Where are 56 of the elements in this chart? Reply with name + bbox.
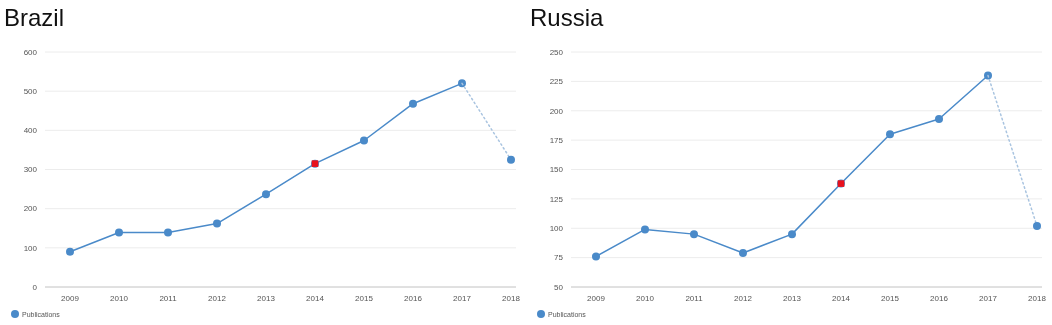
- x-tick-label: 2011: [159, 294, 178, 303]
- y-tick-label: 0: [32, 282, 38, 292]
- x-tick-label: 2017: [979, 294, 998, 303]
- y-tick-label: 200: [23, 204, 38, 214]
- x-tick-label: 2010: [110, 294, 129, 303]
- point: [1033, 221, 1041, 230]
- y-tick-label: 75: [554, 253, 564, 263]
- point: [409, 99, 417, 108]
- x-tick-label: 2013: [257, 294, 276, 303]
- point: [262, 190, 270, 199]
- point: [164, 228, 172, 237]
- point: [984, 71, 992, 80]
- x-tick-label: 2015: [355, 294, 374, 303]
- y-tick-label: 200: [549, 106, 564, 116]
- x-tick-label: 2016: [930, 294, 949, 303]
- point: [458, 79, 466, 88]
- x-tick-label: 2017: [453, 294, 472, 303]
- x-tick-label: 2014: [832, 294, 851, 303]
- y-tick-label: 300: [23, 165, 38, 175]
- point: [115, 228, 123, 237]
- x-tick-label: 2018: [1028, 294, 1047, 303]
- y-tick-label: 50: [554, 282, 564, 292]
- y-tick-label: 500: [23, 86, 38, 96]
- y-tick-label: 225: [549, 77, 564, 87]
- x-tick-label: 2011: [685, 294, 704, 303]
- point: [360, 136, 368, 145]
- y-tick-label: 100: [549, 224, 564, 234]
- x-tick-label: 2014: [306, 294, 325, 303]
- x-tick-label: 2018: [502, 294, 521, 303]
- x-tick-label: 2009: [61, 294, 80, 303]
- x-tick-label: 2009: [587, 294, 606, 303]
- point: [788, 230, 796, 239]
- point: [66, 247, 74, 256]
- y-tick-label: 250: [549, 47, 564, 57]
- point: [886, 130, 894, 139]
- y-tick-label: 100: [23, 243, 38, 253]
- chart-title: Brazil: [4, 4, 65, 31]
- point: [507, 155, 515, 164]
- point: [690, 230, 698, 239]
- x-tick-label: 2013: [783, 294, 802, 303]
- chart-title: Russia: [530, 4, 605, 31]
- x-tick-label: 2012: [734, 294, 753, 303]
- point: [739, 248, 747, 257]
- point: [935, 114, 943, 123]
- point: [592, 252, 600, 261]
- point: [641, 225, 649, 234]
- x-tick-label: 2010: [636, 294, 655, 303]
- x-tick-label: 2012: [208, 294, 227, 303]
- y-tick-label: 600: [23, 47, 38, 57]
- x-tick-label: 2016: [404, 294, 423, 303]
- y-tick-label: 175: [549, 135, 564, 145]
- point: [213, 219, 221, 228]
- y-tick-label: 400: [23, 126, 38, 136]
- x-tick-label: 2015: [881, 294, 900, 303]
- y-tick-label: 125: [549, 194, 564, 204]
- y-tick-label: 150: [549, 165, 564, 175]
